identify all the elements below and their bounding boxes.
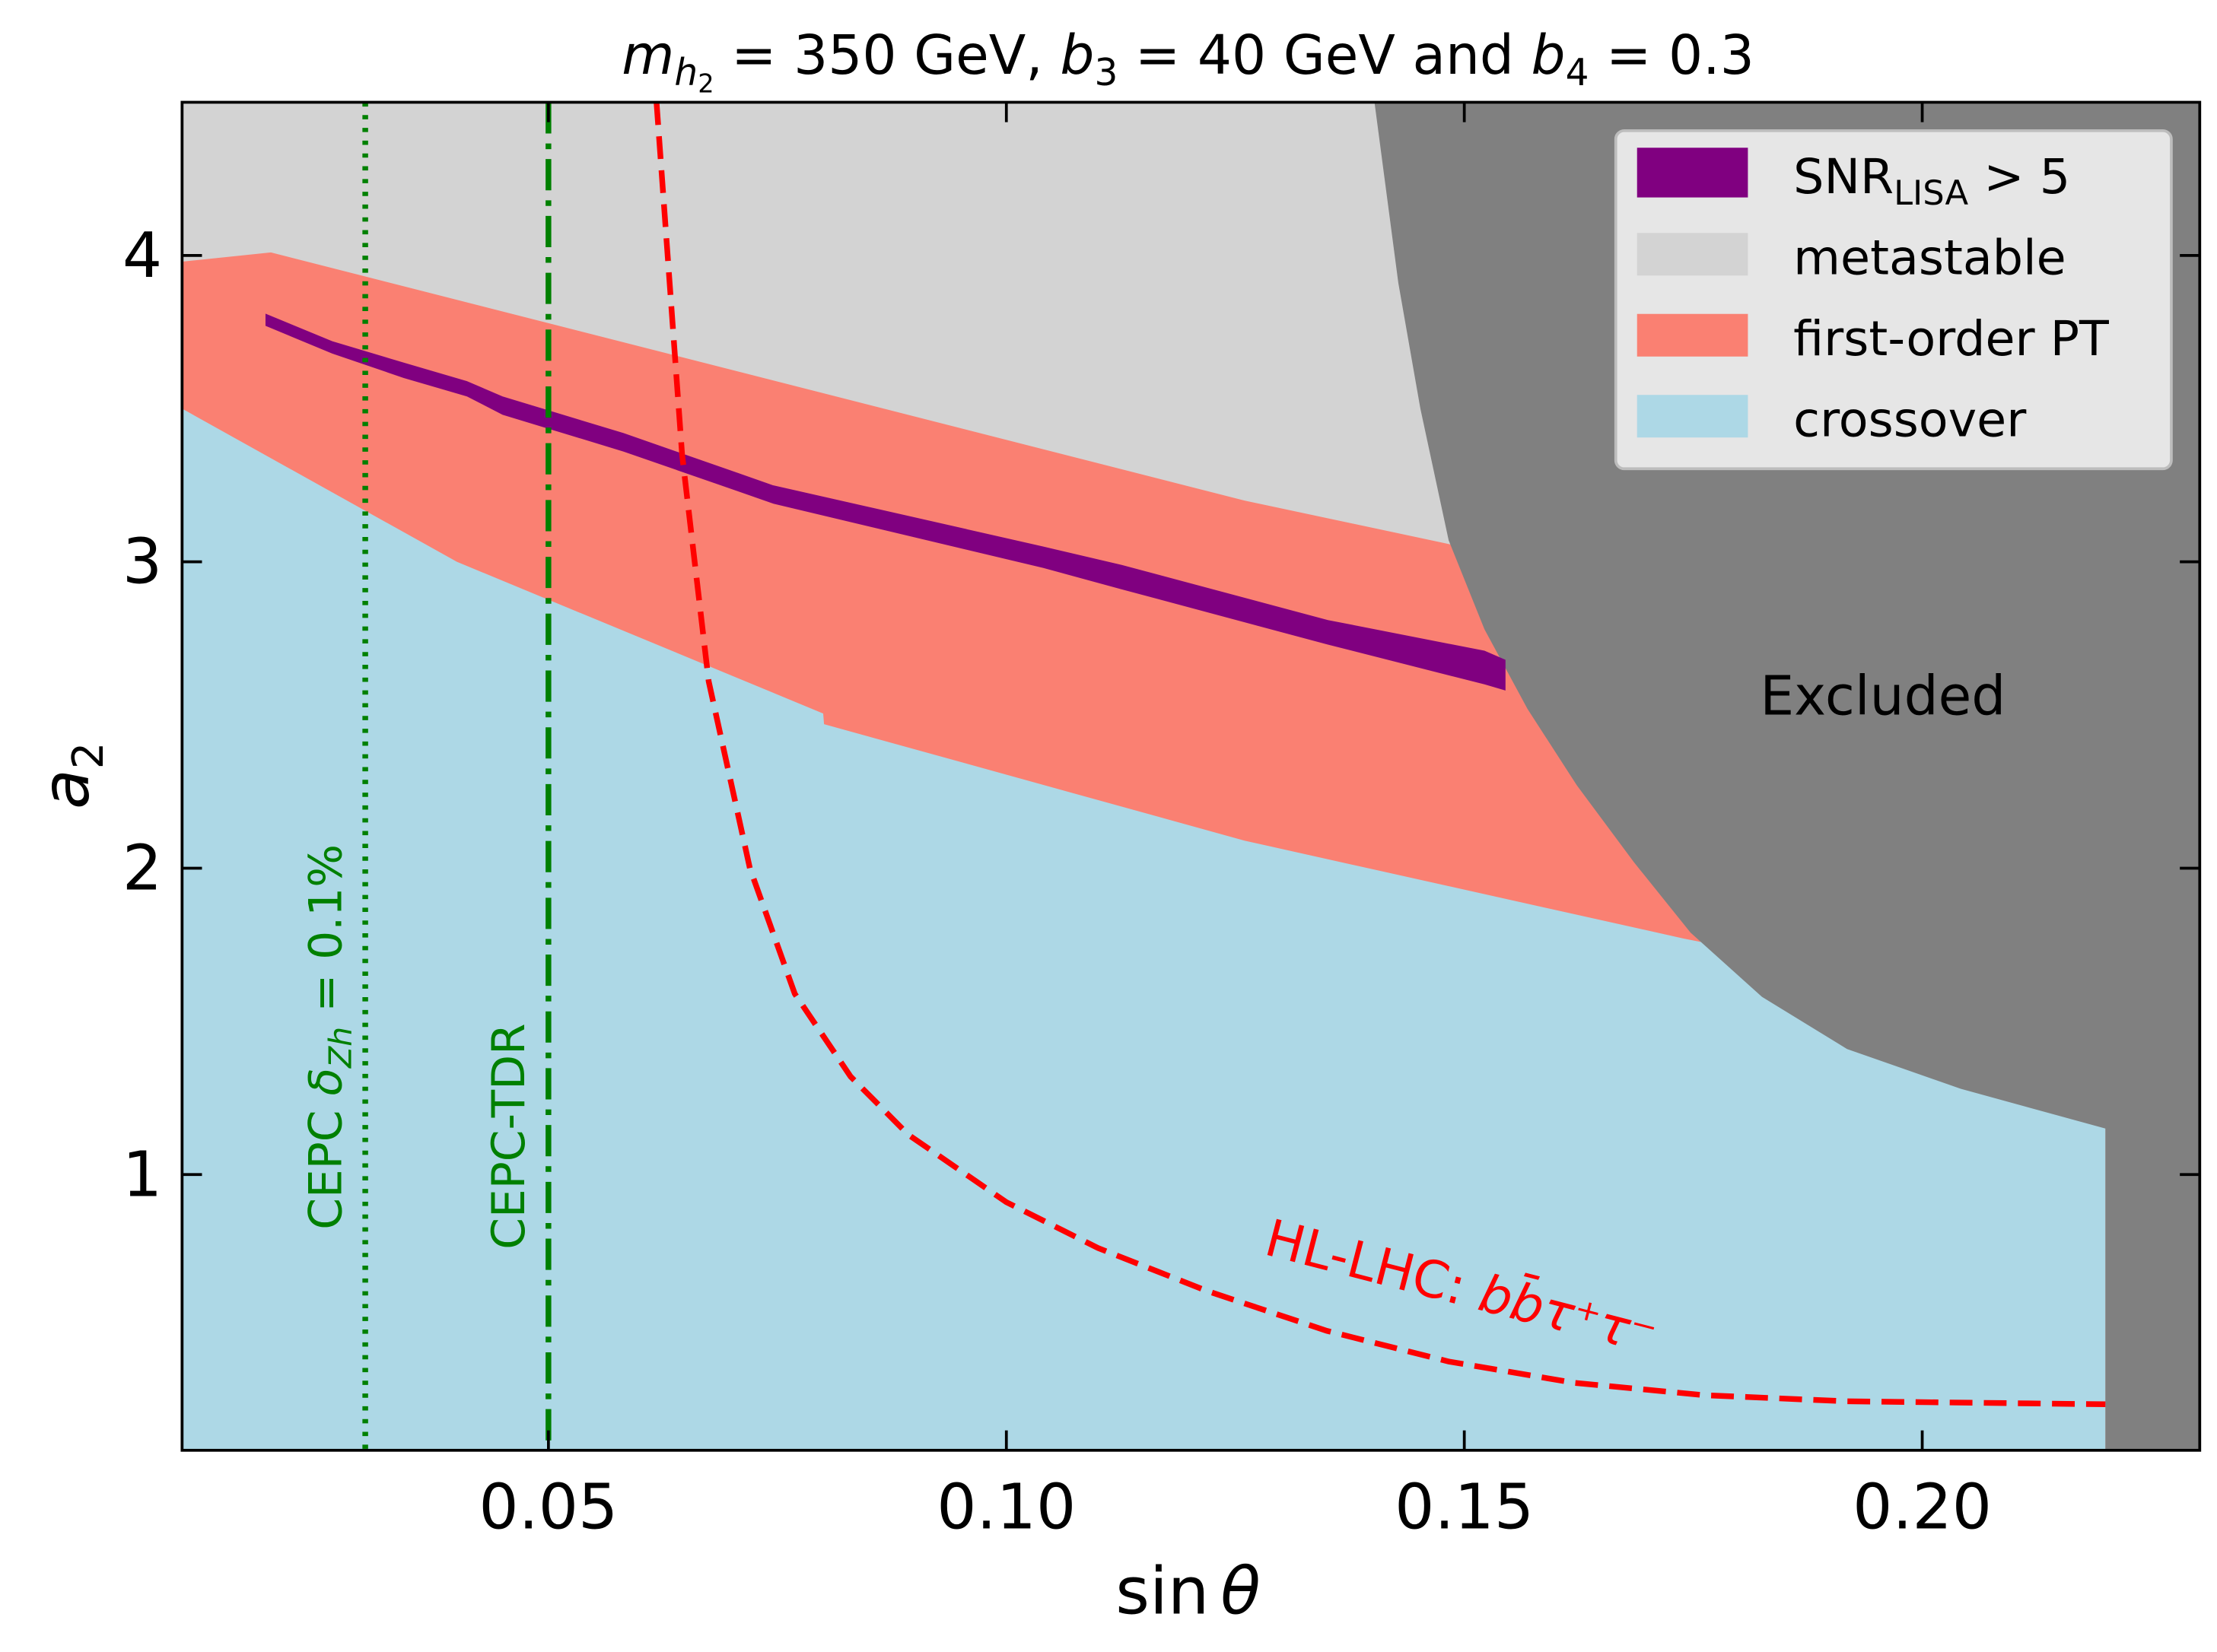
chart-title: mh2 = 350 GeV, b3 = 40 GeV and b4 = 0.3: [622, 24, 1754, 98]
legend-swatch-crossover: [1637, 395, 1748, 438]
x-axis-label-var: θ: [1220, 1554, 1261, 1630]
y-tick-label: 2: [122, 832, 162, 904]
title-part: b: [1060, 24, 1094, 87]
title-part: h: [674, 52, 698, 94]
x-tick-label: 0.05: [479, 1472, 618, 1544]
cepc-zh-label-part: = 0.1%: [300, 844, 352, 1027]
legend-swatch-first_order: [1637, 313, 1748, 357]
legend-label-text: first-order PT: [1793, 310, 2109, 367]
title-part: 2: [698, 68, 714, 98]
axis-ticks: 0.05 0.10 0.15 0.20 1 2 3 4: [122, 102, 2200, 1544]
cepc-tdr-label: CEPC-TDR: [483, 1023, 536, 1249]
legend-label-first_order: first-order PT: [1793, 310, 2109, 367]
y-tick-label: 1: [122, 1139, 162, 1211]
crossover-region: [182, 408, 2106, 1450]
snr-lisa-region: [265, 313, 1506, 691]
excluded-label: Excluded: [1760, 664, 2005, 727]
title-part: 4: [1566, 52, 1589, 94]
title-part: b: [1532, 24, 1566, 87]
title-part: = 350 GeV,: [714, 24, 1061, 87]
title-part: 3: [1094, 52, 1118, 94]
cepc-zh-label: CEPC δZh = 0.1%: [300, 844, 358, 1230]
legend-label-crossover: crossover: [1793, 391, 2027, 447]
y-tick-label: 3: [122, 526, 162, 599]
plot-frame: [180, 100, 2202, 1452]
y-axis-label-sub: 2: [64, 742, 113, 770]
y-tick-label: 4: [122, 220, 162, 292]
cepc-zh-label-part: Zh: [322, 1027, 358, 1069]
x-tick-label: 0.15: [1395, 1472, 1534, 1544]
y-axis-label-var: a: [28, 769, 104, 809]
title-part: m: [622, 24, 674, 87]
legend-label-snr: SNRLISA > 5: [1793, 148, 2070, 213]
legend-label-text: metastable: [1793, 229, 2066, 285]
legend-box: [1614, 129, 2173, 471]
legend-label-text: crossover: [1793, 391, 2027, 447]
legend-label-sub: LISA: [1894, 173, 1968, 213]
y-axis-label: a2: [28, 742, 113, 809]
x-tick-label: 0.10: [937, 1472, 1076, 1544]
legend: SNRLISA > 5 metastable first-order PT cross…: [1614, 129, 2173, 471]
legend-swatch-metastable: [1637, 233, 1748, 276]
legend-label-text: SNR: [1793, 148, 1894, 205]
legend-swatch-snr: [1637, 148, 1748, 198]
title-part: = 40 GeV and: [1118, 24, 1531, 87]
title-part: = 0.3: [1589, 24, 1754, 87]
legend-label-suffix: > 5: [1968, 148, 2070, 205]
cepc-zh-label-part: CEPC: [300, 1096, 352, 1230]
x-axis-label: sin θ: [1115, 1554, 1261, 1630]
legend-label-metastable: metastable: [1793, 229, 2066, 285]
cepc-zh-label-part: δ: [300, 1068, 352, 1096]
x-axis-label-fn: sin: [1115, 1554, 1209, 1630]
x-tick-label: 0.20: [1853, 1472, 1992, 1544]
